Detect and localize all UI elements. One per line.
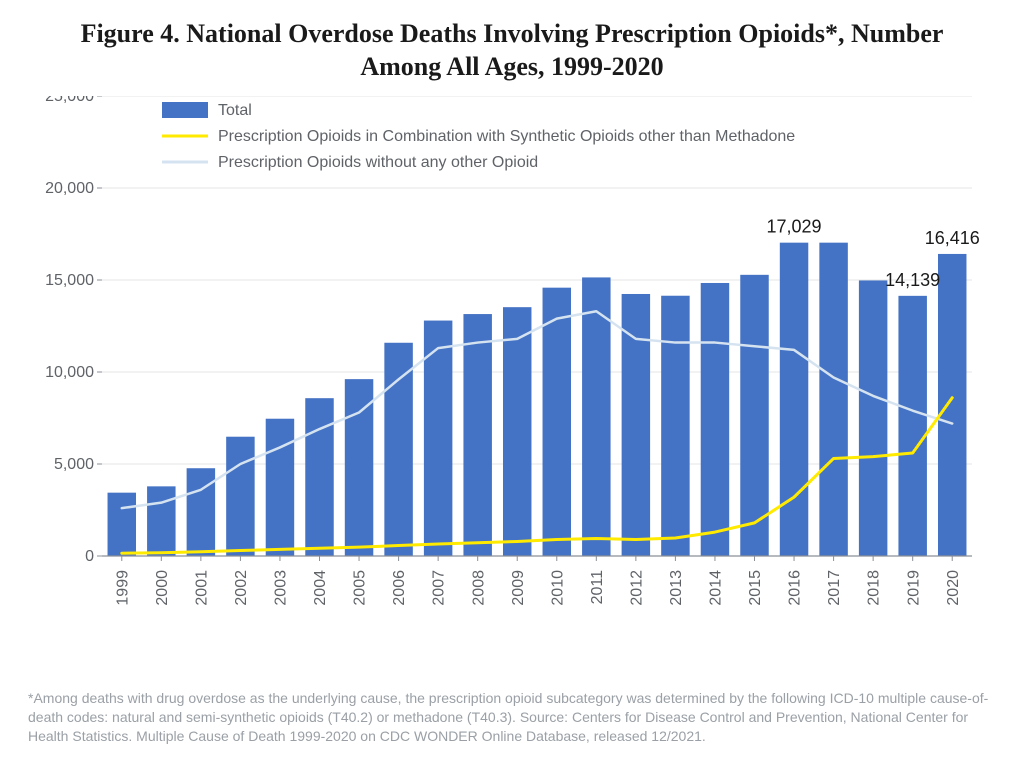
x-tick-label: 2017 bbox=[826, 570, 843, 606]
x-tick-label: 2004 bbox=[312, 570, 329, 606]
x-tick-label: 2007 bbox=[431, 570, 448, 606]
x-tick-label: 2002 bbox=[233, 570, 250, 606]
bar bbox=[305, 398, 333, 556]
x-tick-label: 2016 bbox=[787, 570, 804, 606]
legend-label-combo: Prescription Opioids in Combination with… bbox=[218, 128, 795, 145]
legend-swatch-total bbox=[162, 102, 208, 118]
x-tick-label: 2008 bbox=[470, 570, 487, 606]
x-tick-label: 2010 bbox=[549, 570, 566, 606]
bar bbox=[701, 283, 729, 556]
bar-data-label: 17,029 bbox=[767, 217, 822, 237]
bar bbox=[384, 343, 412, 556]
x-tick-label: 2001 bbox=[193, 570, 210, 606]
chart-footnote: *Among deaths with drug overdose as the … bbox=[28, 689, 996, 746]
x-tick-label: 2015 bbox=[747, 570, 764, 606]
x-tick-label: 2018 bbox=[866, 570, 883, 606]
bar bbox=[226, 437, 254, 556]
y-tick-label: 5,000 bbox=[54, 456, 94, 473]
x-tick-label: 2020 bbox=[945, 570, 962, 606]
bar-data-label: 14,139 bbox=[885, 270, 940, 290]
bar bbox=[740, 275, 768, 556]
bar bbox=[187, 468, 215, 556]
bar bbox=[780, 243, 808, 556]
bar bbox=[503, 307, 531, 556]
y-tick-label: 25,000 bbox=[45, 96, 94, 105]
y-tick-label: 10,000 bbox=[45, 364, 94, 381]
chart-title: Figure 4. National Overdose Deaths Invol… bbox=[0, 0, 1024, 89]
bar bbox=[108, 493, 136, 556]
bar bbox=[266, 419, 294, 556]
x-tick-label: 2012 bbox=[628, 570, 645, 606]
bar bbox=[661, 296, 689, 556]
bar bbox=[147, 486, 175, 556]
x-tick-label: 2019 bbox=[905, 570, 922, 606]
x-tick-label: 2009 bbox=[510, 570, 527, 606]
legend-label-without: Prescription Opioids without any other O… bbox=[218, 154, 538, 171]
x-tick-label: 2014 bbox=[708, 570, 725, 606]
bar bbox=[543, 288, 571, 556]
x-tick-label: 2003 bbox=[273, 570, 290, 606]
x-tick-label: 2005 bbox=[352, 570, 369, 606]
x-tick-label: 2013 bbox=[668, 570, 685, 606]
chart-svg: 0 5,000 10,000 15,000 20,000 25,000 17,029 14,… bbox=[38, 96, 988, 656]
bar-data-label: 16,416 bbox=[925, 228, 980, 248]
x-tick-label: 2000 bbox=[154, 570, 171, 606]
bar bbox=[819, 243, 847, 556]
x-tick-label: 1999 bbox=[114, 570, 131, 606]
bar bbox=[898, 296, 926, 556]
chart-container: 0 5,000 10,000 15,000 20,000 25,000 17,029 14,… bbox=[38, 96, 988, 656]
x-tick-label: 2006 bbox=[391, 570, 408, 606]
legend-label-total: Total bbox=[218, 102, 252, 119]
x-tick-label: 2011 bbox=[589, 570, 606, 605]
bar bbox=[859, 280, 887, 556]
bar bbox=[463, 314, 491, 556]
y-tick-label: 20,000 bbox=[45, 180, 94, 197]
y-tick-label: 0 bbox=[85, 548, 94, 565]
y-tick-label: 15,000 bbox=[45, 272, 94, 289]
bar bbox=[938, 254, 966, 556]
